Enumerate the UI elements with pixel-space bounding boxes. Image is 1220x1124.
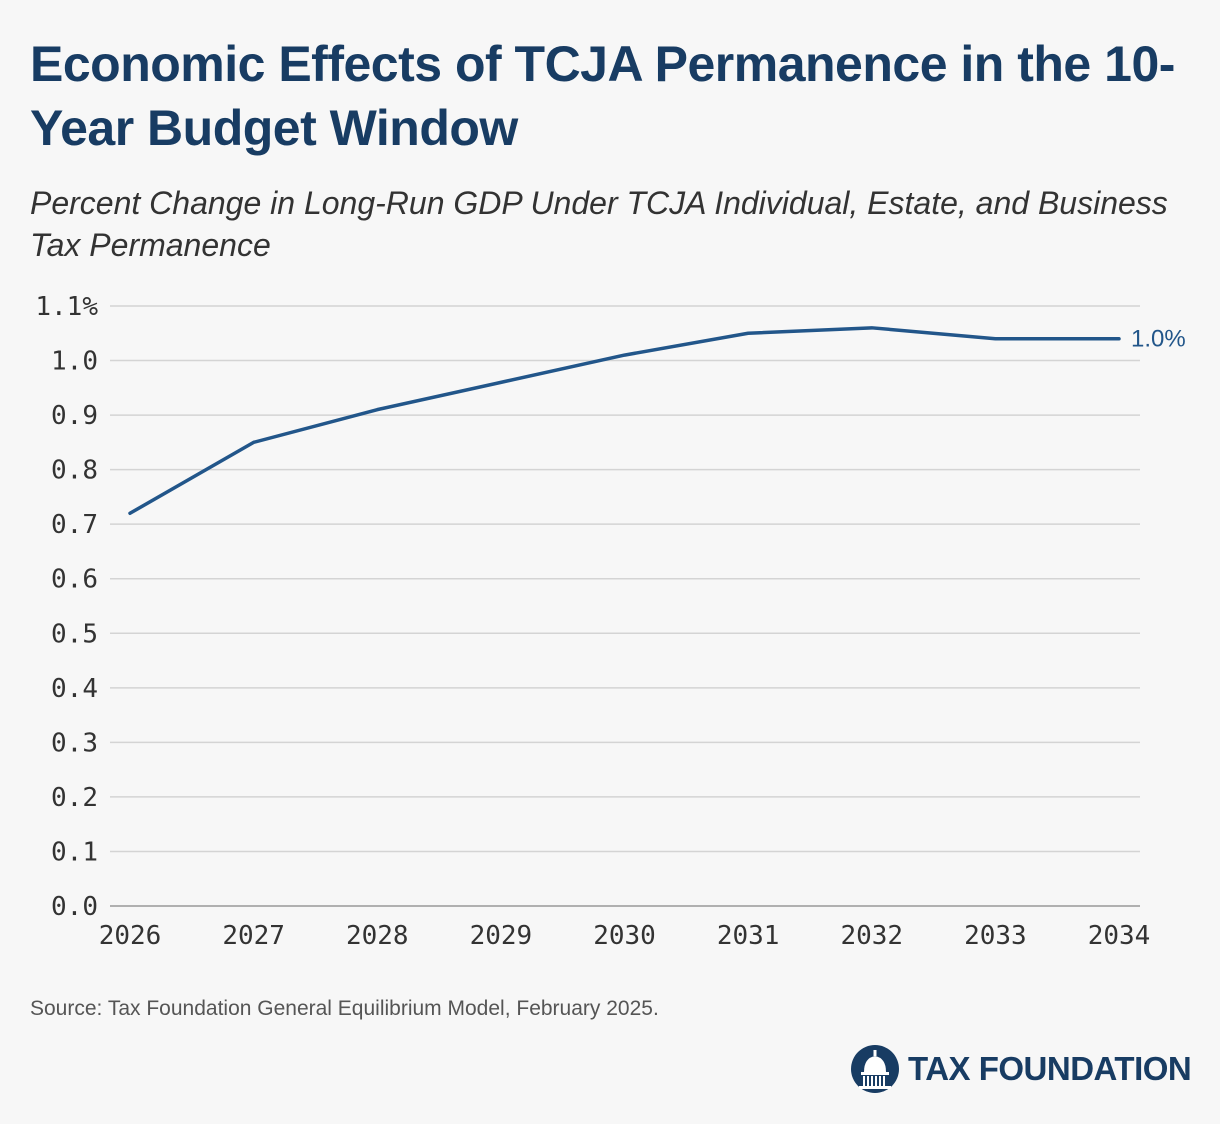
- x-tick-label: 2034: [1088, 921, 1151, 951]
- end-value-label: 1.0%: [1131, 326, 1186, 353]
- y-tick-label: 1.0: [51, 347, 98, 377]
- x-tick-label: 2032: [840, 921, 903, 951]
- series-line: [128, 326, 1121, 516]
- x-tick-label: 2033: [964, 921, 1027, 951]
- x-tick-label: 2026: [99, 921, 162, 951]
- y-tick-label: 1.1%: [35, 292, 98, 322]
- capitol-dome-icon: [851, 1045, 899, 1093]
- chart-title: Economic Effects of TCJA Permanence in t…: [30, 36, 1175, 156]
- source-note: Source: Tax Foundation General Equilibri…: [30, 997, 659, 1020]
- x-tick-label: 2030: [593, 921, 656, 951]
- y-tick-label: 0.8: [51, 456, 98, 486]
- line-chart: 0.0 0.1 0.2 0.3 0.4 0.5 0.6 0.7 0.8 0.9 1.0 1.1% 202…: [35, 292, 1186, 951]
- y-tick-label: 0.4: [51, 674, 98, 704]
- y-tick-label: 0.1: [51, 837, 98, 867]
- x-tick-label: 2031: [717, 921, 780, 951]
- logo-text: TAX FOUNDATION: [908, 1050, 1192, 1087]
- x-tick-label: 2028: [346, 921, 409, 951]
- tax-foundation-logo: TAX FOUNDATION: [850, 1044, 1192, 1094]
- y-tick-label: 0.2: [51, 783, 98, 813]
- x-tick-label: 2029: [470, 921, 533, 951]
- y-tick-label: 0.5: [51, 619, 98, 649]
- x-tick-label: 2027: [222, 921, 285, 951]
- y-tick-label: 0.0: [51, 892, 98, 922]
- y-tick-label: 0.7: [51, 510, 98, 540]
- y-tick-label: 0.3: [51, 728, 98, 758]
- y-tick-label: 0.9: [51, 401, 98, 431]
- chart-subtitle: Percent Change in Long-Run GDP Under TCJ…: [30, 185, 1168, 263]
- y-tick-label: 0.6: [51, 565, 98, 595]
